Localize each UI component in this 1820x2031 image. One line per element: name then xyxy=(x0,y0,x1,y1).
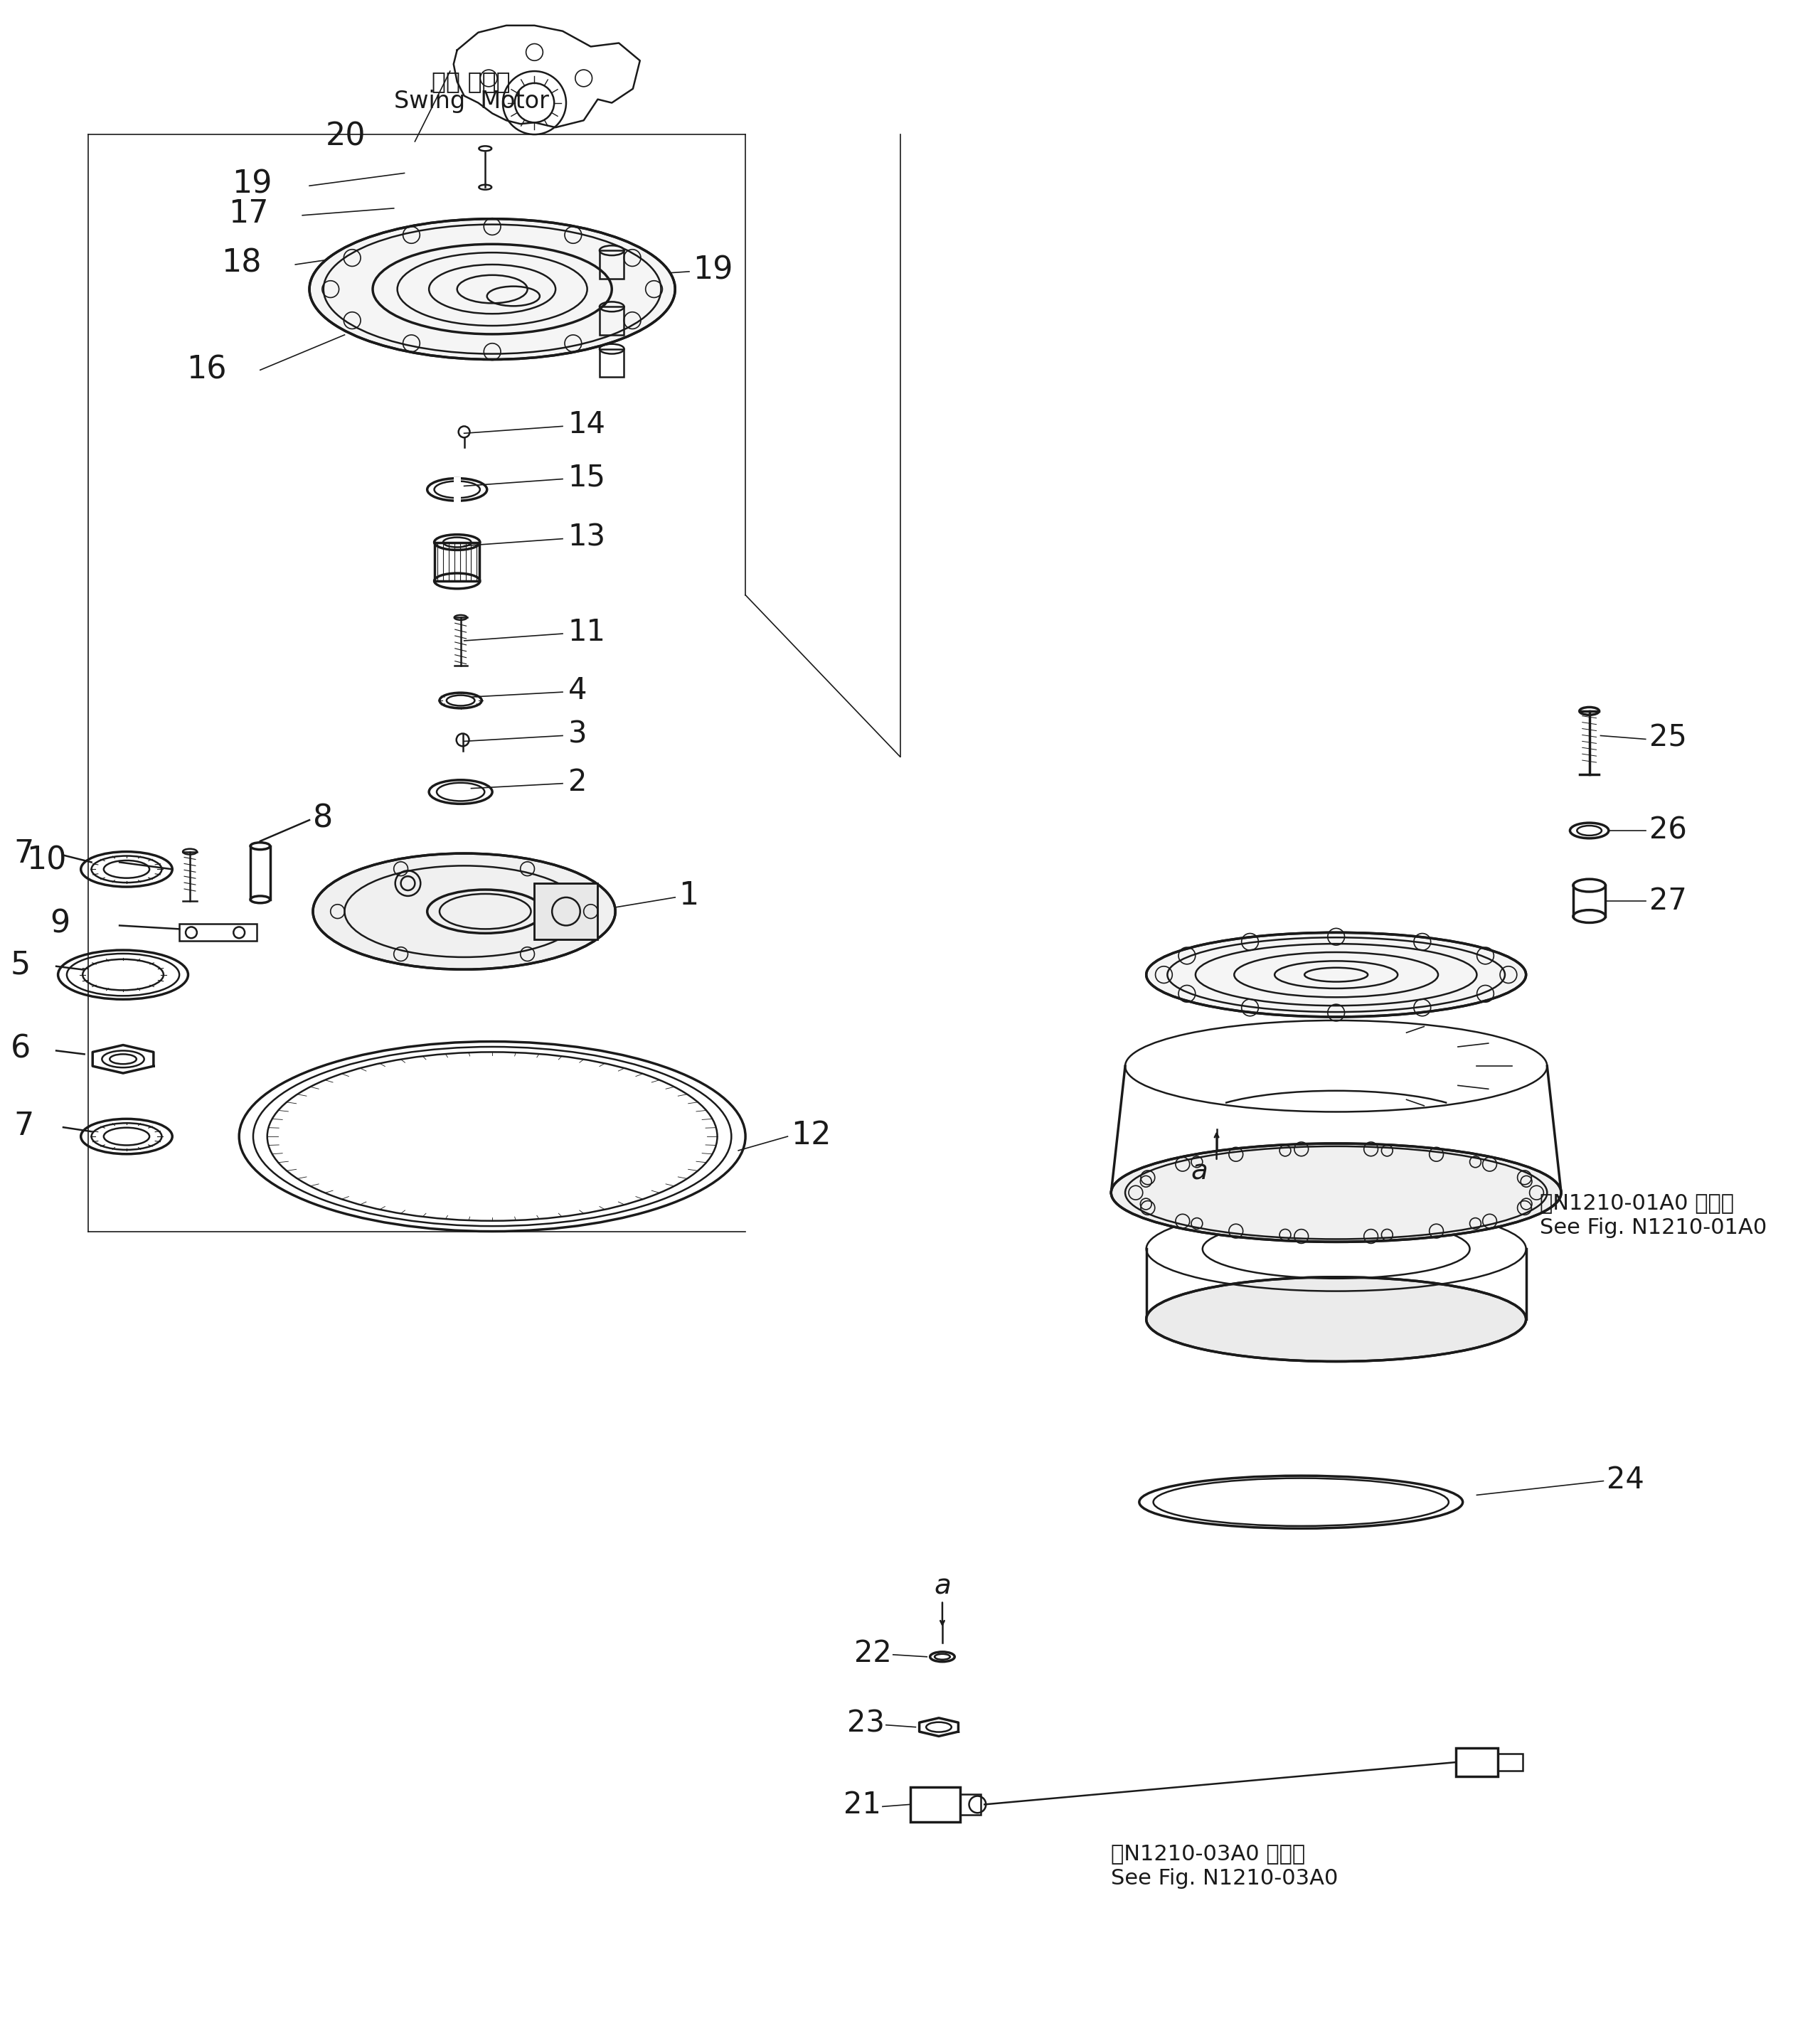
Ellipse shape xyxy=(1147,1277,1525,1361)
Text: 4: 4 xyxy=(568,676,588,705)
Text: 19: 19 xyxy=(233,169,273,199)
Text: 25: 25 xyxy=(1649,723,1687,754)
Text: 2: 2 xyxy=(568,768,588,796)
Text: 19: 19 xyxy=(693,254,733,286)
Text: 5: 5 xyxy=(11,951,31,981)
Text: a: a xyxy=(1190,1158,1207,1186)
Text: 第N1210-01A0 図参照: 第N1210-01A0 図参照 xyxy=(1540,1192,1734,1215)
Text: a: a xyxy=(934,1572,950,1600)
Ellipse shape xyxy=(1147,932,1525,1018)
Text: 26: 26 xyxy=(1649,816,1687,845)
Bar xyxy=(453,477,460,502)
Bar xyxy=(601,349,624,378)
Text: 第N1210-03A0 図参照: 第N1210-03A0 図参照 xyxy=(1110,1844,1305,1864)
Bar xyxy=(959,1793,981,1816)
Text: 17: 17 xyxy=(229,199,269,230)
Text: 11: 11 xyxy=(568,617,606,648)
Ellipse shape xyxy=(313,853,615,969)
Text: 18: 18 xyxy=(222,248,262,278)
Bar xyxy=(180,924,257,940)
Text: Swing  Motor: Swing Motor xyxy=(393,89,548,114)
Text: 9: 9 xyxy=(51,908,71,940)
Text: 22: 22 xyxy=(854,1639,892,1667)
Text: 20: 20 xyxy=(326,122,366,152)
Text: 13: 13 xyxy=(568,522,606,552)
Text: 14: 14 xyxy=(568,410,606,441)
Text: 12: 12 xyxy=(792,1119,832,1150)
Bar xyxy=(601,250,624,278)
Bar xyxy=(535,883,597,940)
Text: 8: 8 xyxy=(313,804,333,835)
Text: 1: 1 xyxy=(679,881,699,912)
Text: 24: 24 xyxy=(1607,1464,1645,1495)
Ellipse shape xyxy=(1110,1143,1562,1241)
Ellipse shape xyxy=(309,219,675,359)
Text: 旋回 モータ: 旋回 モータ xyxy=(431,69,510,93)
Bar xyxy=(535,883,597,940)
Text: 3: 3 xyxy=(568,719,588,749)
Text: 7: 7 xyxy=(15,1111,35,1141)
Text: 7: 7 xyxy=(15,839,35,869)
Bar xyxy=(601,307,624,335)
Bar xyxy=(1498,1755,1523,1771)
Bar xyxy=(1456,1749,1498,1777)
Text: See Fig. N1210-03A0: See Fig. N1210-03A0 xyxy=(1110,1869,1338,1889)
Text: 27: 27 xyxy=(1649,886,1687,916)
Text: 21: 21 xyxy=(843,1789,881,1820)
Text: 6: 6 xyxy=(11,1034,31,1064)
Text: 23: 23 xyxy=(846,1708,885,1739)
Bar xyxy=(435,542,480,581)
Text: 16: 16 xyxy=(186,355,226,386)
Text: See Fig. N1210-01A0: See Fig. N1210-01A0 xyxy=(1540,1217,1767,1239)
Bar xyxy=(910,1787,959,1822)
Text: 10: 10 xyxy=(27,845,67,875)
Text: 15: 15 xyxy=(568,463,606,494)
